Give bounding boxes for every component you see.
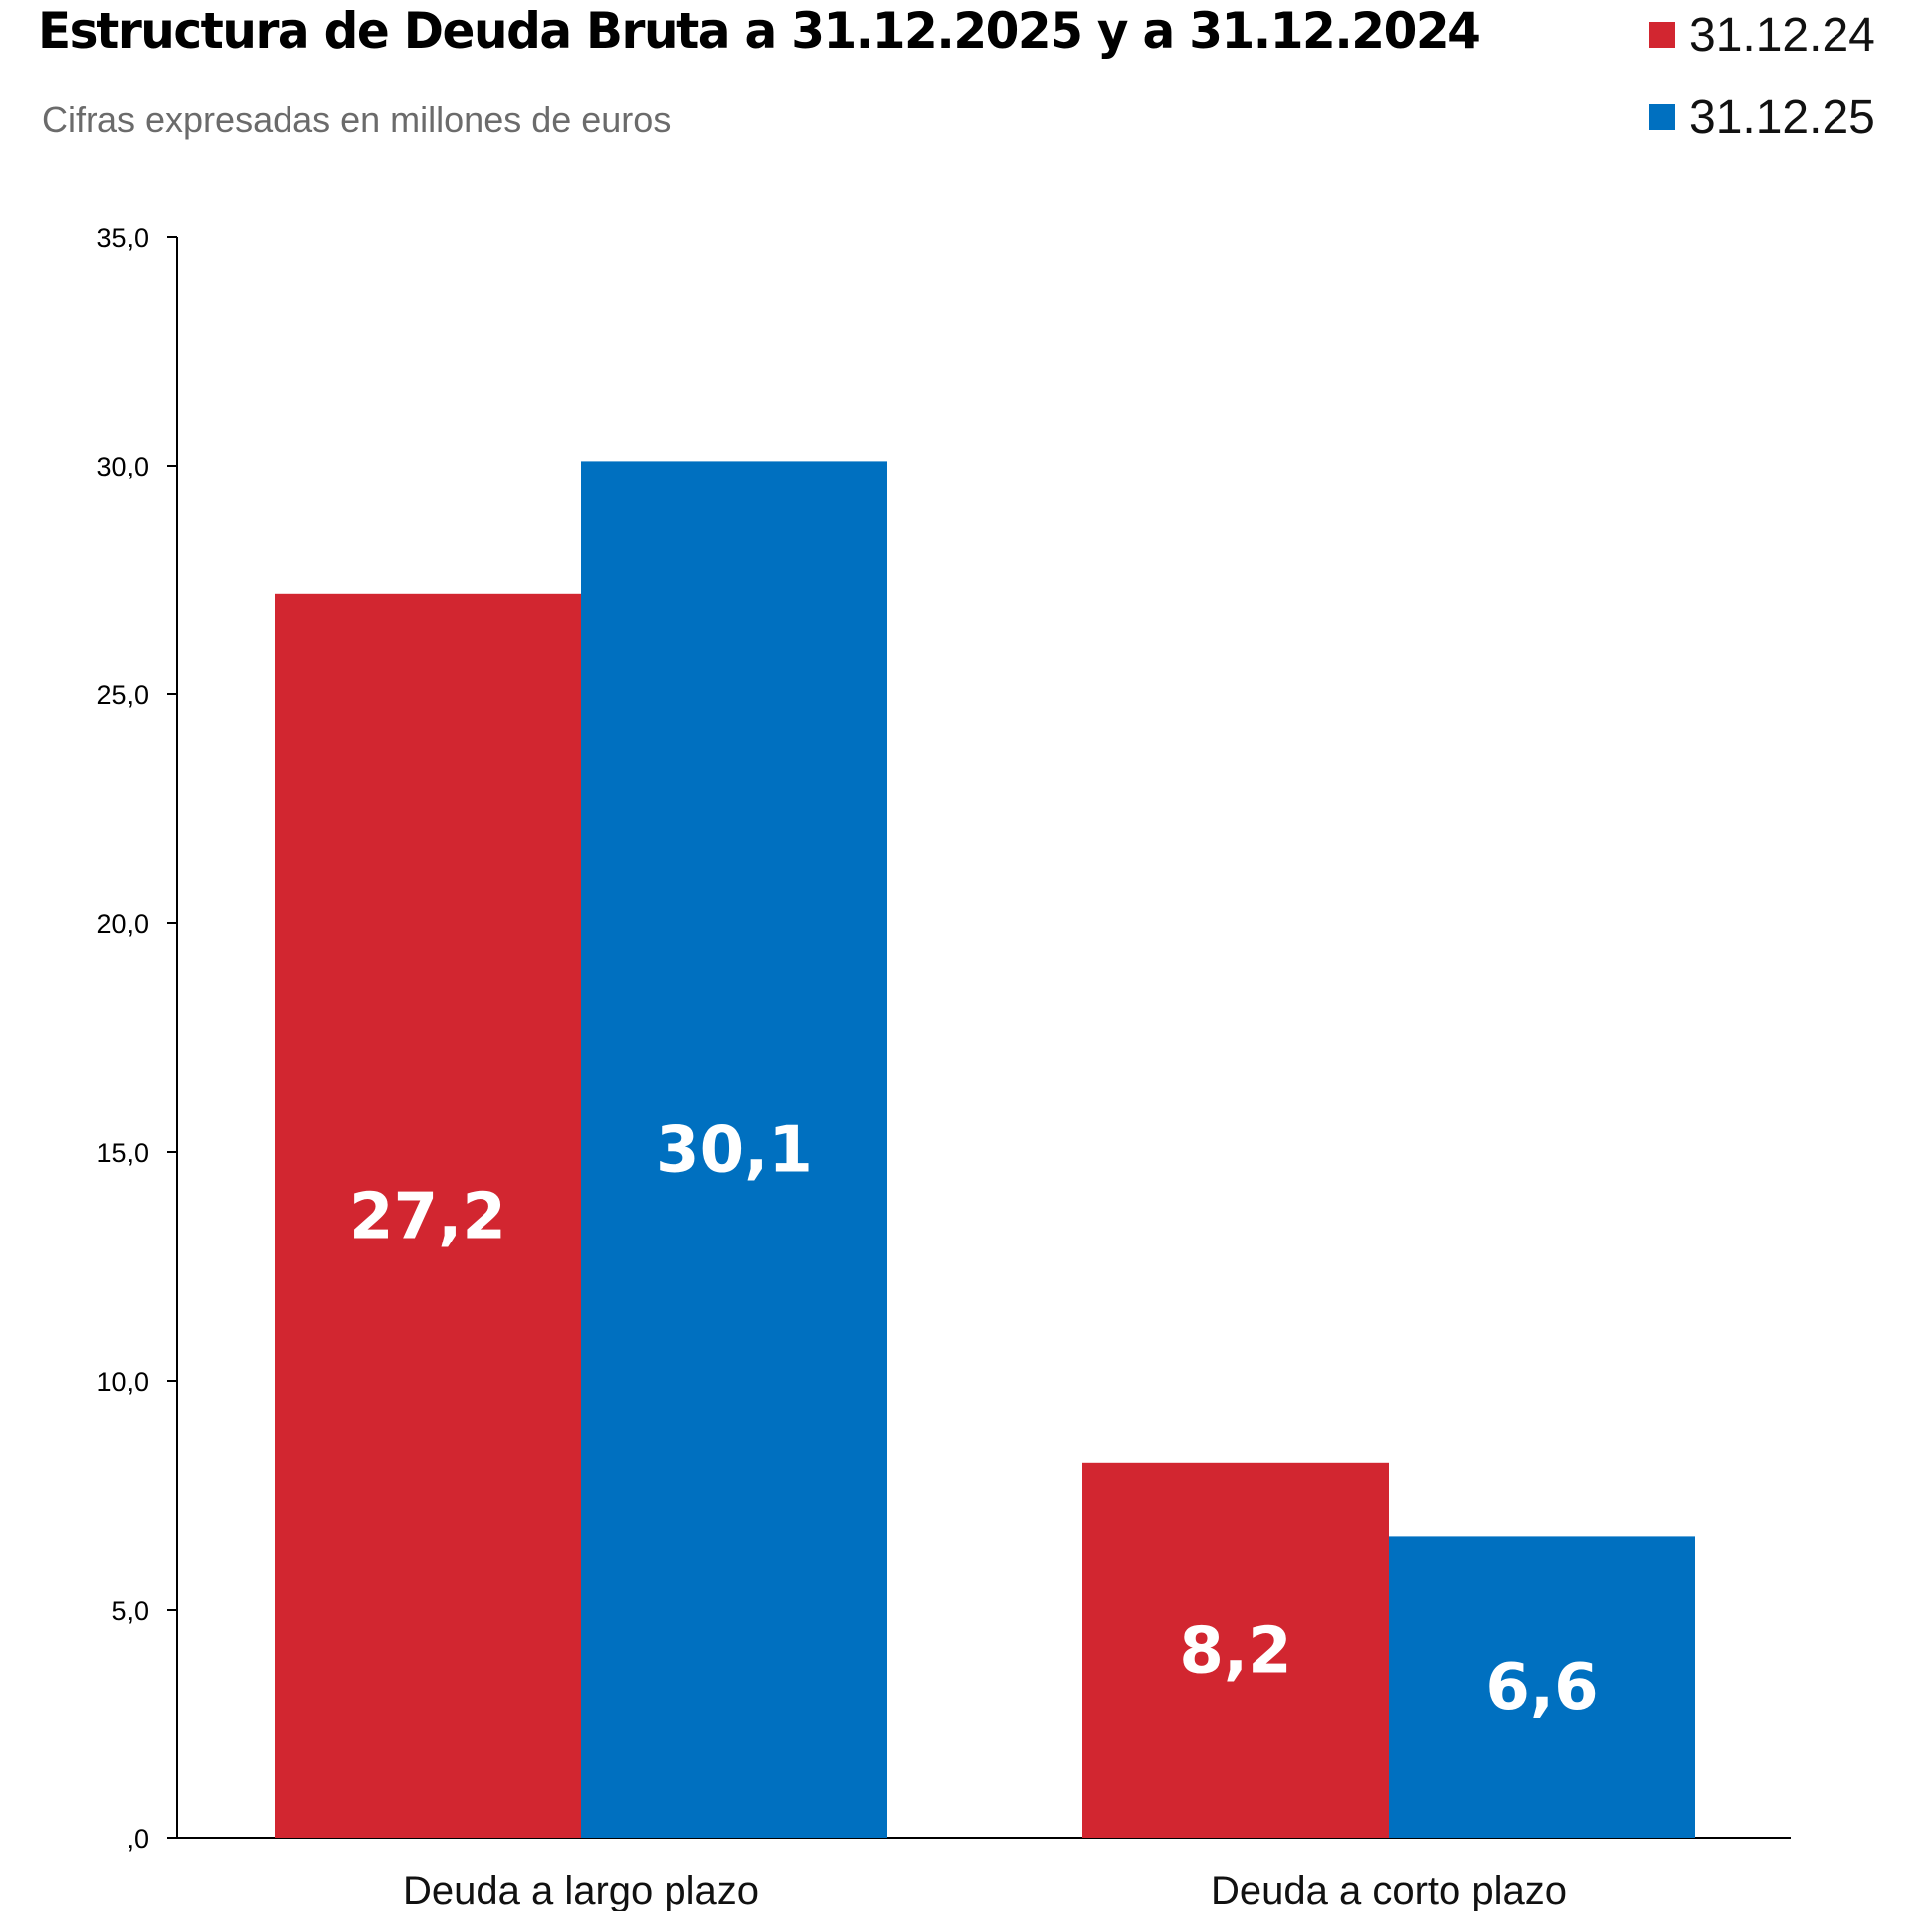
y-tick-label: 15,0 xyxy=(97,1138,149,1168)
data-label: 27,2 xyxy=(349,1180,506,1253)
legend-label-31-12-25: 31.12.25 xyxy=(1689,91,1875,144)
y-tick-label: 30,0 xyxy=(97,452,149,481)
y-tick-label: 25,0 xyxy=(97,680,149,710)
chart-title: Estructura de Deuda Bruta a 31.12.2025 y… xyxy=(38,2,1481,60)
bar xyxy=(581,461,887,1838)
data-label: 8,2 xyxy=(1179,1615,1291,1688)
y-tick-label: 35,0 xyxy=(97,223,149,253)
y-tick-label: 5,0 xyxy=(111,1596,149,1625)
chart-subtitle: Cifras expresadas en millones de euros xyxy=(42,99,672,140)
bar xyxy=(1082,1462,1389,1838)
data-label: 6,6 xyxy=(1485,1651,1598,1725)
legend-item-31-12-25: 31.12.25 xyxy=(1649,91,1875,144)
data-label: 30,1 xyxy=(656,1114,813,1188)
x-category-label: Deuda a corto plazo xyxy=(1211,1869,1567,1911)
y-tick-label: 10,0 xyxy=(97,1367,149,1397)
y-tick-label: ,0 xyxy=(126,1824,149,1854)
bar xyxy=(1389,1536,1695,1838)
legend-swatch-31-12-25 xyxy=(1649,104,1675,130)
bar xyxy=(275,593,581,1838)
y-tick-label: 20,0 xyxy=(97,909,149,939)
legend-label-31-12-24: 31.12.24 xyxy=(1689,8,1875,62)
legend-item-31-12-24: 31.12.24 xyxy=(1649,8,1875,62)
x-category-label: Deuda a largo plazo xyxy=(403,1869,759,1911)
legend-swatch-31-12-24 xyxy=(1649,22,1675,48)
